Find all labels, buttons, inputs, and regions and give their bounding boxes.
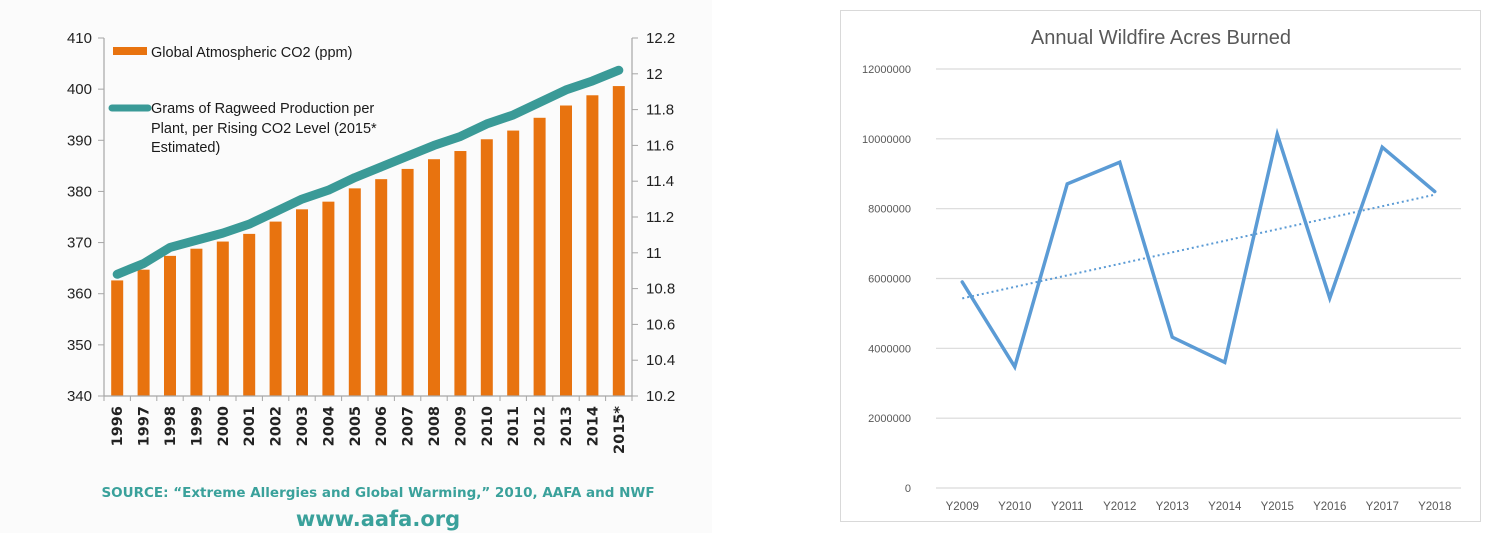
x-tick-label: 1998 xyxy=(163,406,179,446)
co2-bar xyxy=(243,233,256,396)
right-y-tick-label: 11.6 xyxy=(646,137,674,154)
co2-bar xyxy=(533,117,546,396)
x-tick-label: 2007 xyxy=(401,406,417,446)
x-tick-label: 1996 xyxy=(110,406,126,446)
left-y-tick-label: 400 xyxy=(67,81,92,98)
source-website: www.aafa.org xyxy=(296,507,460,531)
right-y-tick-label: 10.2 xyxy=(646,388,675,405)
y-tick-label: 8000000 xyxy=(868,204,911,216)
x-tick-label: 2012 xyxy=(533,406,549,446)
right-y-tick-label: 11.4 xyxy=(646,173,674,190)
x-tick-label: 2004 xyxy=(321,406,337,446)
x-tick-label: Y2017 xyxy=(1366,501,1399,513)
x-tick-label: Y2015 xyxy=(1261,501,1294,513)
y-tick-label: 6000000 xyxy=(868,274,911,286)
x-tick-label: 2009 xyxy=(453,406,469,446)
x-tick-label: 2006 xyxy=(374,406,390,446)
x-tick-label: 2001 xyxy=(242,406,258,446)
co2-bar xyxy=(216,241,229,396)
legend-label-co2: Global Atmospheric CO2 (ppm) xyxy=(151,45,352,61)
right-y-tick-label: 10.4 xyxy=(646,352,675,369)
right-y-tick-label: 12 xyxy=(646,66,663,83)
left-y-tick-label: 390 xyxy=(67,132,92,149)
x-tick-label: 2002 xyxy=(269,406,285,446)
co2-bar xyxy=(560,105,572,396)
x-tick-label: 2000 xyxy=(216,406,232,446)
co2-bar xyxy=(428,159,440,396)
co2-bar xyxy=(296,209,308,396)
legend-label-ragweed-line-2: Plant, per Rising CO2 Level (2015* xyxy=(151,121,377,137)
x-tick-label: 2005 xyxy=(348,406,364,446)
left-y-tick-label: 350 xyxy=(67,337,92,354)
acres-burned-line xyxy=(960,127,1437,372)
x-tick-label: 2008 xyxy=(427,406,443,446)
right-y-tick-label: 11.2 xyxy=(646,209,674,226)
co2-bar xyxy=(507,130,520,396)
co2-bar xyxy=(480,139,493,396)
x-tick-label: Y2009 xyxy=(946,501,979,513)
x-tick-label: 2011 xyxy=(506,406,522,446)
legend-label-ragweed-line-1: Grams of Ragweed Production per xyxy=(151,101,374,117)
co2-bar xyxy=(269,221,282,396)
chart-title: Annual Wildfire Acres Burned xyxy=(1031,27,1291,49)
y-tick-label: 10000000 xyxy=(862,134,911,146)
x-tick-label: Y2010 xyxy=(998,501,1031,513)
y-tick-label: 2000000 xyxy=(868,413,911,425)
x-tick-label: Y2016 xyxy=(1313,501,1346,513)
co2-bar xyxy=(401,168,414,396)
x-tick-label: Y2014 xyxy=(1208,501,1242,513)
co2-ragweed-chart: 340 350 360 370 380 390 400 410 10.2 10.4 10.6 10.8… xyxy=(67,30,675,531)
co2-bar xyxy=(190,248,203,396)
right-y-tick-label: 10.8 xyxy=(646,281,675,298)
co2-bar xyxy=(164,255,176,396)
co2-bar xyxy=(375,179,388,396)
source-citation: SOURCE: “Extreme Allergies and Global Wa… xyxy=(101,485,654,501)
co2-bar xyxy=(586,95,599,396)
x-tick-label: 2014 xyxy=(585,406,601,446)
x-tick-label: Y2013 xyxy=(1156,501,1189,513)
x-tick-label: Y2018 xyxy=(1418,501,1451,513)
wildfire-chart-panel: Annual Wildfire Acres Burned 0 2000000 400… xyxy=(840,10,1481,522)
co2-bar xyxy=(348,188,361,396)
x-tick-label: 1997 xyxy=(137,406,153,446)
x-tick-label: Y2011 xyxy=(1051,501,1083,513)
left-y-tick-label: 360 xyxy=(67,286,92,303)
ragweed-line xyxy=(112,65,624,279)
legend-swatch-co2 xyxy=(113,47,147,55)
right-y-tick-label: 11.8 xyxy=(646,102,674,119)
y-tick-label: 12000000 xyxy=(862,64,911,76)
co2-bar xyxy=(322,201,335,396)
right-y-tick-label: 11 xyxy=(646,245,662,262)
right-y-tick-label: 12.2 xyxy=(646,30,675,47)
co2-ragweed-chart-panel: 340 350 360 370 380 390 400 410 10.2 10.4 10.6 10.8… xyxy=(0,0,712,533)
legend-label-ragweed-line-3: Estimated) xyxy=(151,140,220,156)
x-tick-label: 2010 xyxy=(480,406,496,446)
x-tick-label: Y2012 xyxy=(1103,501,1136,513)
left-y-tick-label: 340 xyxy=(67,388,92,405)
co2-bar xyxy=(111,280,124,396)
trendline xyxy=(962,193,1435,300)
x-tick-label: 2003 xyxy=(295,406,311,446)
wildfire-chart: Annual Wildfire Acres Burned 0 2000000 400… xyxy=(862,27,1461,513)
left-y-tick-label: 380 xyxy=(67,183,92,200)
x-tick-label: 2013 xyxy=(559,406,575,446)
right-y-tick-label: 10.6 xyxy=(646,316,675,333)
co2-bar xyxy=(612,86,625,397)
y-tick-label: 0 xyxy=(905,483,911,495)
x-tick-label: 1999 xyxy=(189,406,205,446)
left-y-tick-label: 370 xyxy=(67,235,92,252)
left-y-tick-label: 410 xyxy=(67,30,92,47)
co2-bar xyxy=(137,269,150,396)
y-tick-label: 4000000 xyxy=(868,343,911,355)
x-tick-label: 2015* xyxy=(612,406,628,454)
co2-bar xyxy=(454,151,467,396)
